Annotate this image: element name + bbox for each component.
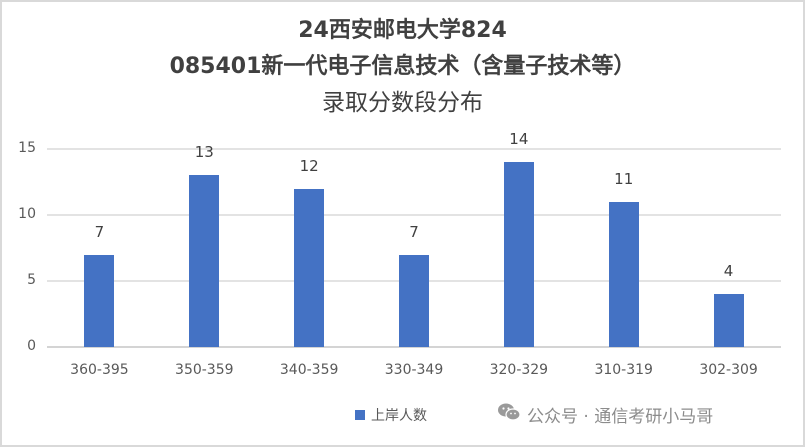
legend-swatch (355, 410, 365, 420)
x-tick-label: 350-359 (175, 362, 234, 378)
bar (713, 294, 744, 347)
data-label: 14 (509, 130, 529, 149)
bar (503, 162, 534, 347)
y-tick-label: 10 (18, 206, 36, 222)
legend-label: 上岸人数 (371, 408, 427, 424)
y-tick-label: 0 (27, 338, 36, 354)
watermark: 公众号 · 通信考研小马哥 (497, 402, 713, 427)
bar (294, 188, 325, 347)
bar (84, 254, 115, 347)
legend: 上岸人数 (355, 405, 427, 425)
gridline (47, 346, 781, 348)
y-tick-label: 15 (18, 140, 36, 156)
x-tick-label: 302-309 (699, 362, 758, 378)
chart-title-line-1: 24西安邮电大学824 (298, 18, 507, 43)
data-label: 11 (614, 169, 634, 188)
gridline (47, 214, 781, 216)
wechat-icon (497, 402, 521, 427)
data-label: 4 (723, 262, 734, 281)
x-tick-label: 330-349 (384, 362, 444, 378)
x-tick-label: 320-329 (489, 362, 549, 378)
bar (189, 175, 220, 347)
gridline (47, 148, 781, 150)
x-tick-label: 310-319 (594, 362, 653, 378)
x-tick-label: 340-359 (279, 362, 339, 378)
data-label: 13 (194, 143, 214, 162)
bar (399, 254, 429, 347)
data-label: 7 (409, 222, 419, 241)
watermark-text: 公众号 · 通信考研小马哥 (527, 407, 714, 427)
data-label: 7 (94, 222, 105, 241)
chart-title-line-2: 085401新一代电子信息技术（含量子技术等） (169, 54, 636, 79)
chart-title-line-3: 录取分数段分布 (322, 90, 483, 116)
data-label: 12 (299, 156, 319, 175)
y-tick-label: 5 (27, 272, 36, 288)
bar (608, 201, 639, 347)
x-tick-label: 360-395 (70, 362, 129, 378)
